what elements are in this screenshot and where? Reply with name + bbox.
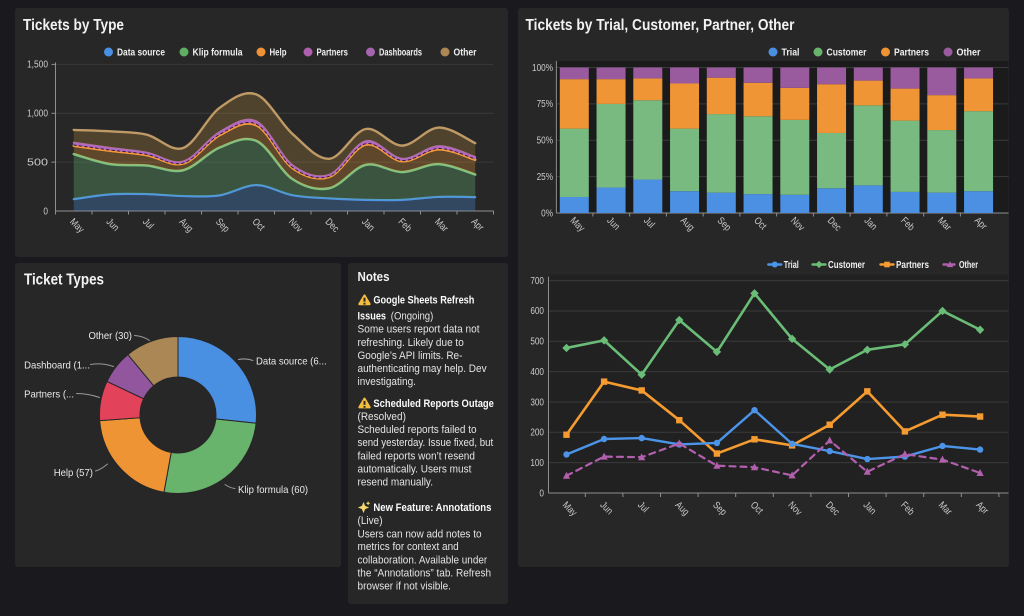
svg-text:Trial: Trial	[782, 47, 800, 59]
svg-text:Sep: Sep	[715, 215, 733, 233]
svg-text:Mar: Mar	[935, 215, 953, 233]
svg-text:Jul: Jul	[641, 215, 656, 230]
svg-text:1,000: 1,000	[27, 109, 48, 120]
svg-text:Mar: Mar	[432, 217, 450, 235]
svg-text:25%: 25%	[537, 172, 553, 183]
svg-text:400: 400	[530, 367, 544, 378]
svg-text:Nov: Nov	[286, 217, 304, 235]
svg-text:Dec: Dec	[825, 215, 843, 233]
svg-text:Oct: Oct	[751, 215, 768, 232]
svg-text:(Resolved): (Resolved)	[358, 411, 406, 423]
svg-text:Issues: Issues	[358, 311, 387, 323]
svg-text:authenticating may help. Dev: authenticating may help. Dev	[358, 363, 488, 375]
svg-text:New Feature: Annotations: New Feature: Annotations	[373, 502, 491, 514]
svg-text:Jan: Jan	[861, 500, 878, 517]
svg-text:0: 0	[539, 488, 544, 499]
svg-text:browser if not visible.: browser if not visible.	[358, 580, 451, 592]
svg-text:Jul: Jul	[635, 500, 650, 515]
svg-text:collaboration. Available under: collaboration. Available under	[358, 554, 488, 566]
svg-text:Some users report data not: Some users report data not	[358, 324, 480, 336]
svg-text:Aug: Aug	[673, 500, 691, 518]
svg-text:Apr: Apr	[972, 215, 989, 232]
svg-text:failed reports won’t resend: failed reports won’t resend	[358, 450, 475, 462]
svg-text:Help: Help	[270, 47, 287, 59]
svg-text:metrics for context and: metrics for context and	[358, 541, 459, 553]
svg-text:resend manually.: resend manually.	[358, 477, 433, 489]
svg-text:Aug: Aug	[678, 215, 696, 233]
svg-text:Partners: Partners	[896, 259, 929, 271]
svg-text:May: May	[568, 215, 587, 234]
svg-text:50%: 50%	[537, 136, 553, 147]
svg-text:refreshing. Likely due to: refreshing. Likely due to	[358, 337, 464, 349]
svg-text:Klip formula (60): Klip formula (60)	[238, 484, 308, 496]
svg-text:100: 100	[530, 458, 544, 469]
svg-text:Trial: Trial	[784, 259, 799, 271]
svg-text:Partners: Partners	[317, 47, 349, 59]
svg-text:0%: 0%	[541, 208, 553, 219]
svg-text:Dashboards: Dashboards	[379, 47, 422, 59]
svg-text:Customer: Customer	[827, 47, 867, 59]
svg-text:(Ongoing): (Ongoing)	[391, 311, 434, 323]
svg-text:Sep: Sep	[710, 500, 728, 518]
svg-text:Jun: Jun	[604, 215, 621, 232]
svg-text:Data source (6...: Data source (6...	[256, 356, 327, 368]
svg-text:Jan: Jan	[359, 217, 376, 234]
svg-text:Aug: Aug	[177, 217, 195, 235]
svg-text:1,500: 1,500	[27, 60, 48, 71]
svg-text:Oct: Oct	[250, 217, 267, 234]
svg-text:75%: 75%	[537, 99, 553, 110]
svg-text:May: May	[67, 217, 86, 236]
svg-text:Oct: Oct	[748, 500, 765, 517]
svg-text:Notes: Notes	[358, 270, 390, 284]
svg-text:Other: Other	[957, 47, 981, 59]
svg-text:500: 500	[530, 337, 544, 348]
svg-text:Klip formula: Klip formula	[193, 47, 243, 59]
svg-text:Jul: Jul	[140, 217, 155, 232]
svg-text:Dec: Dec	[323, 217, 341, 235]
svg-text:600: 600	[530, 306, 544, 317]
svg-text:Google’s API limits. Re-: Google’s API limits. Re-	[358, 350, 463, 362]
svg-text:the “Annotations” tab. Refresh: the “Annotations” tab. Refresh	[358, 568, 492, 580]
svg-text:Customer: Customer	[828, 259, 865, 271]
svg-text:Dec: Dec	[823, 500, 841, 518]
svg-text:Ticket Types: Ticket Types	[24, 272, 104, 289]
svg-text:Other (30): Other (30)	[88, 330, 132, 342]
svg-text:Partners: Partners	[894, 47, 929, 59]
svg-text:Other: Other	[454, 47, 477, 59]
svg-text:100%: 100%	[532, 63, 553, 74]
svg-text:Help (57): Help (57)	[54, 467, 93, 479]
svg-text:Nov: Nov	[788, 215, 806, 233]
svg-text:Users can now add notes to: Users can now add notes to	[358, 528, 482, 540]
svg-text:Feb: Feb	[898, 500, 916, 518]
svg-text:Tickets by Trial, Customer, Pa: Tickets by Trial, Customer, Partner, Oth…	[526, 17, 795, 34]
svg-text:Nov: Nov	[785, 500, 803, 518]
svg-text:500: 500	[27, 157, 49, 168]
svg-text:Dashboard (1...: Dashboard (1...	[24, 360, 90, 372]
svg-text:Tickets by Type: Tickets by Type	[23, 17, 124, 34]
svg-text:Jun: Jun	[597, 500, 614, 517]
svg-text:Other: Other	[959, 259, 978, 271]
svg-text:send yesterday. Issue fixed, b: send yesterday. Issue fixed, but	[358, 437, 494, 449]
svg-text:Data source: Data source	[117, 47, 165, 59]
svg-text:(Live): (Live)	[358, 515, 383, 527]
svg-text:Partners (...: Partners (...	[24, 389, 74, 401]
svg-text:700: 700	[530, 276, 544, 287]
svg-text:Scheduled Reports Outage: Scheduled Reports Outage	[373, 398, 494, 410]
svg-text:Jan: Jan	[862, 215, 879, 232]
svg-text:Apr: Apr	[469, 217, 486, 234]
svg-text:May: May	[560, 500, 579, 519]
svg-text:Mar: Mar	[936, 500, 954, 518]
svg-text:Google Sheets Refresh: Google Sheets Refresh	[373, 295, 474, 307]
svg-text:Jun: Jun	[104, 217, 121, 234]
svg-text:Feb: Feb	[898, 215, 916, 233]
svg-text:investigating.: investigating.	[358, 376, 416, 388]
svg-text:Scheduled reports failed to: Scheduled reports failed to	[358, 424, 477, 436]
svg-text:automatically. Users must: automatically. Users must	[358, 464, 472, 476]
svg-text:0: 0	[43, 206, 48, 217]
svg-text:Sep: Sep	[213, 217, 231, 235]
svg-text:200: 200	[530, 428, 544, 439]
svg-text:Apr: Apr	[973, 500, 990, 517]
svg-text:Feb: Feb	[396, 217, 414, 235]
svg-text:300: 300	[530, 397, 544, 408]
